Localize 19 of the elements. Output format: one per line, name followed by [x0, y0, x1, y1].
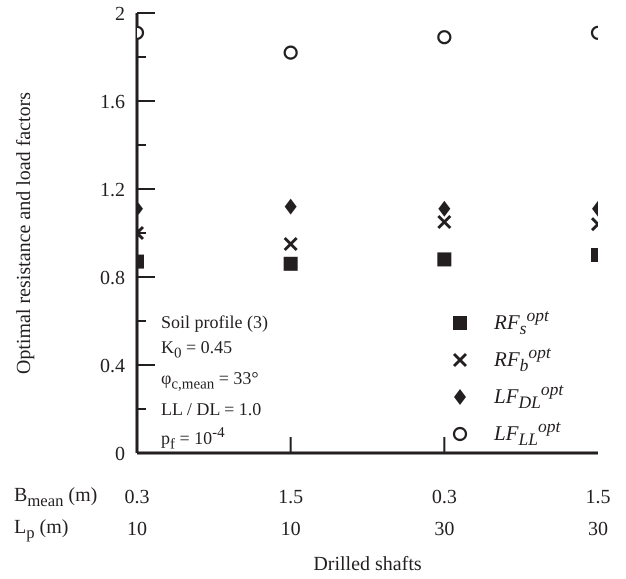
annotation: Soil profile (3): [161, 311, 268, 334]
x-tick-label: 0.3 30: [432, 486, 457, 540]
annotation: K$_{0}$ = 0.45: [161, 336, 234, 364]
y-tick-label: 1.6: [100, 91, 125, 113]
y-axis-title: Optimal resistance and load factors: [13, 92, 35, 374]
y-tick-label: 1.2: [100, 179, 125, 201]
y-tick-label: 0: [115, 443, 125, 465]
annotation: φ$_{c,mean}$ = 33°: [161, 366, 260, 394]
x-tick-label: 1.5 30: [586, 486, 610, 540]
y-tick-label: 0.4: [100, 355, 125, 377]
x-axis-title: Drilled shafts: [313, 553, 422, 575]
annotation: LL / DL = 1.0: [161, 398, 262, 421]
y-tick-label: 2: [115, 3, 125, 25]
text: B$_{mean}$ (m): [14, 484, 98, 511]
annotation: p$_{f}$ = 10$^{-4}$: [161, 424, 226, 455]
text: L$_{p}$ (m): [14, 516, 68, 543]
x-tick-label: 0.3 10: [124, 486, 150, 540]
x-tick-label: 1.5 10: [278, 486, 304, 540]
y-tick-label: 0.8: [100, 267, 125, 289]
